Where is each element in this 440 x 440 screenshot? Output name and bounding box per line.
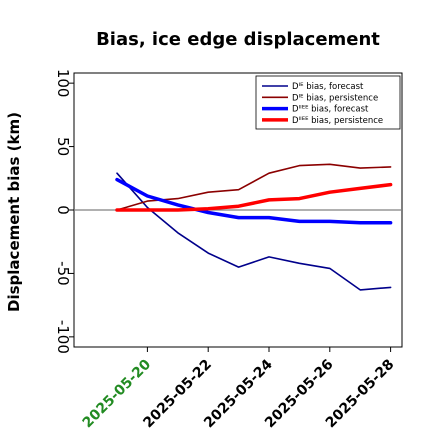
- legend-label-3: Dᴵᴵᴱᴱ bias, forecast: [292, 105, 369, 115]
- legend-label-1: Dᴵᴱ bias, forecast: [292, 82, 364, 92]
- chart-title: Bias, ice edge displacement: [96, 29, 380, 50]
- y-ticks: -100 -50 0 50 100: [54, 69, 74, 354]
- y-tick-label: 0: [54, 205, 72, 215]
- x-ticks: 2025-05-202025-05-222025-05-242025-05-26…: [80, 347, 397, 431]
- series-line-4: [115, 182, 393, 212]
- y-tick-label: -50: [54, 261, 72, 286]
- series-group: [115, 163, 393, 291]
- series-line-1: [116, 172, 392, 291]
- legend-label-4: Dᴵᴵᴱᴱ bias, persistence: [292, 116, 383, 126]
- y-tick-label: 50: [54, 137, 72, 156]
- series-line-3: [115, 177, 393, 225]
- y-axis-label: Displacement bias (km): [5, 112, 23, 312]
- y-tick-label: 100: [54, 69, 72, 98]
- legend-label-2: Dᴵᴱ bias, persistence: [292, 93, 378, 103]
- y-tick-label: -100: [54, 320, 72, 354]
